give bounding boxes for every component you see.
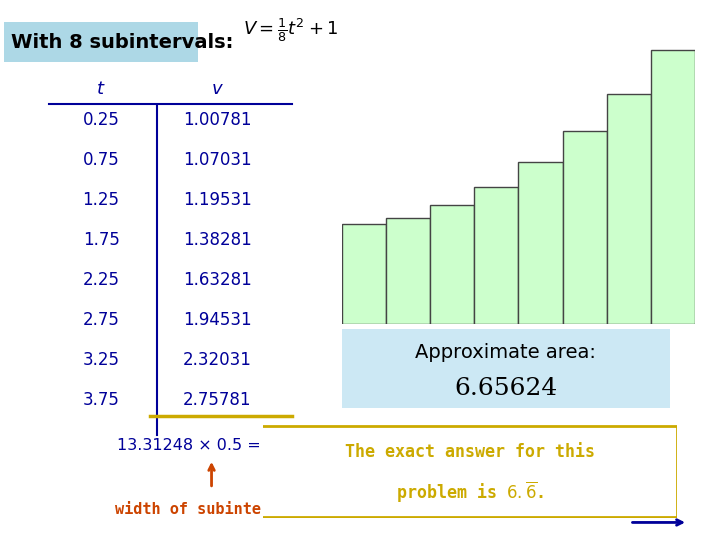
Text: 1.63281: 1.63281 bbox=[183, 271, 251, 289]
Text: 2.75781: 2.75781 bbox=[183, 390, 251, 409]
FancyBboxPatch shape bbox=[4, 22, 199, 62]
Text: 1.75: 1.75 bbox=[83, 231, 120, 249]
Text: width of subinterval: width of subinterval bbox=[114, 502, 297, 517]
Text: 1.00781: 1.00781 bbox=[183, 111, 251, 129]
Text: 1.07031: 1.07031 bbox=[183, 151, 251, 169]
Text: 13.31248 × 0.5 = 6.65624: 13.31248 × 0.5 = 6.65624 bbox=[117, 438, 332, 453]
Text: 3.75: 3.75 bbox=[83, 390, 120, 409]
Text: Approximate area:: Approximate area: bbox=[415, 343, 596, 362]
Text: With 8 subintervals:: With 8 subintervals: bbox=[12, 32, 233, 52]
Bar bbox=[651, 50, 695, 324]
Text: 2.75: 2.75 bbox=[83, 310, 120, 329]
Text: $V = \frac{1}{8}t^2 + 1$: $V = \frac{1}{8}t^2 + 1$ bbox=[243, 16, 338, 44]
Bar bbox=[606, 93, 651, 324]
Text: problem is $6.\overline{6}$.: problem is $6.\overline{6}$. bbox=[396, 480, 544, 504]
Text: 1.19531: 1.19531 bbox=[183, 191, 251, 209]
FancyBboxPatch shape bbox=[342, 329, 670, 408]
Text: 3.25: 3.25 bbox=[83, 350, 120, 369]
Text: 0.25: 0.25 bbox=[83, 111, 120, 129]
Text: 1.94531: 1.94531 bbox=[183, 310, 251, 329]
Text: $v$: $v$ bbox=[211, 80, 224, 98]
Bar bbox=[562, 131, 606, 324]
Text: 0.75: 0.75 bbox=[83, 151, 120, 169]
Text: 2.32031: 2.32031 bbox=[183, 350, 251, 369]
Bar bbox=[518, 162, 562, 324]
Text: $t$: $t$ bbox=[96, 80, 106, 98]
Text: The exact answer for this: The exact answer for this bbox=[345, 443, 595, 461]
Text: 6.65624: 6.65624 bbox=[454, 376, 557, 400]
Bar bbox=[431, 205, 474, 324]
Text: 1.38281: 1.38281 bbox=[183, 231, 251, 249]
Bar bbox=[474, 187, 518, 324]
Text: 1.25: 1.25 bbox=[83, 191, 120, 209]
FancyBboxPatch shape bbox=[258, 426, 677, 516]
Bar bbox=[386, 218, 431, 324]
Text: 2.25: 2.25 bbox=[83, 271, 120, 289]
Bar bbox=[342, 224, 386, 324]
